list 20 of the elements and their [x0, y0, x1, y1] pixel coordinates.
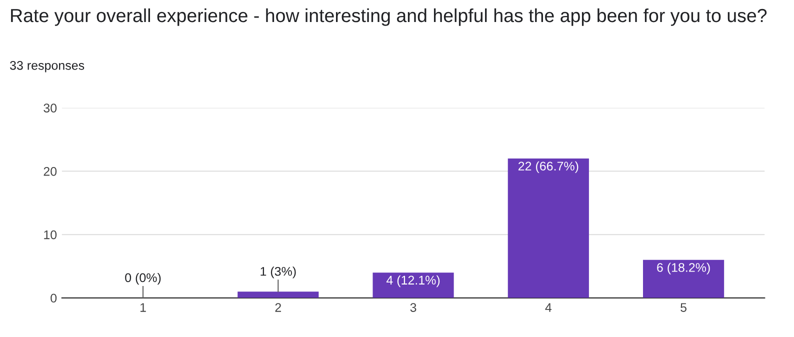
y-tick-label: 20 — [44, 166, 57, 176]
x-tick-label: 4 — [545, 303, 552, 312]
y-tick-label: 30 — [44, 104, 57, 112]
data-label: 0 (0%) — [125, 272, 161, 285]
data-label: 4 (12.1%) — [386, 275, 440, 288]
bar — [643, 260, 724, 298]
chart-title: Rate your overall experience - how interesting and helpful has the app been for you to use? — [11, 8, 767, 26]
y-tick-label: 0 — [50, 294, 57, 303]
bar — [508, 158, 589, 298]
data-label: 22 (66.7%) — [518, 161, 578, 174]
x-tick-label: 1 — [140, 303, 146, 312]
data-label: 1 (3%) — [260, 266, 296, 278]
chart-subtitle: 33 responses — [10, 60, 84, 72]
x-tick-label: 5 — [680, 303, 686, 312]
x-tick-label: 2 — [275, 303, 281, 312]
bar — [238, 292, 319, 298]
bar — [372, 272, 454, 298]
y-tick-label: 10 — [44, 230, 57, 240]
x-tick-label: 3 — [410, 303, 416, 312]
data-label: 6 (18.2%) — [657, 262, 710, 274]
